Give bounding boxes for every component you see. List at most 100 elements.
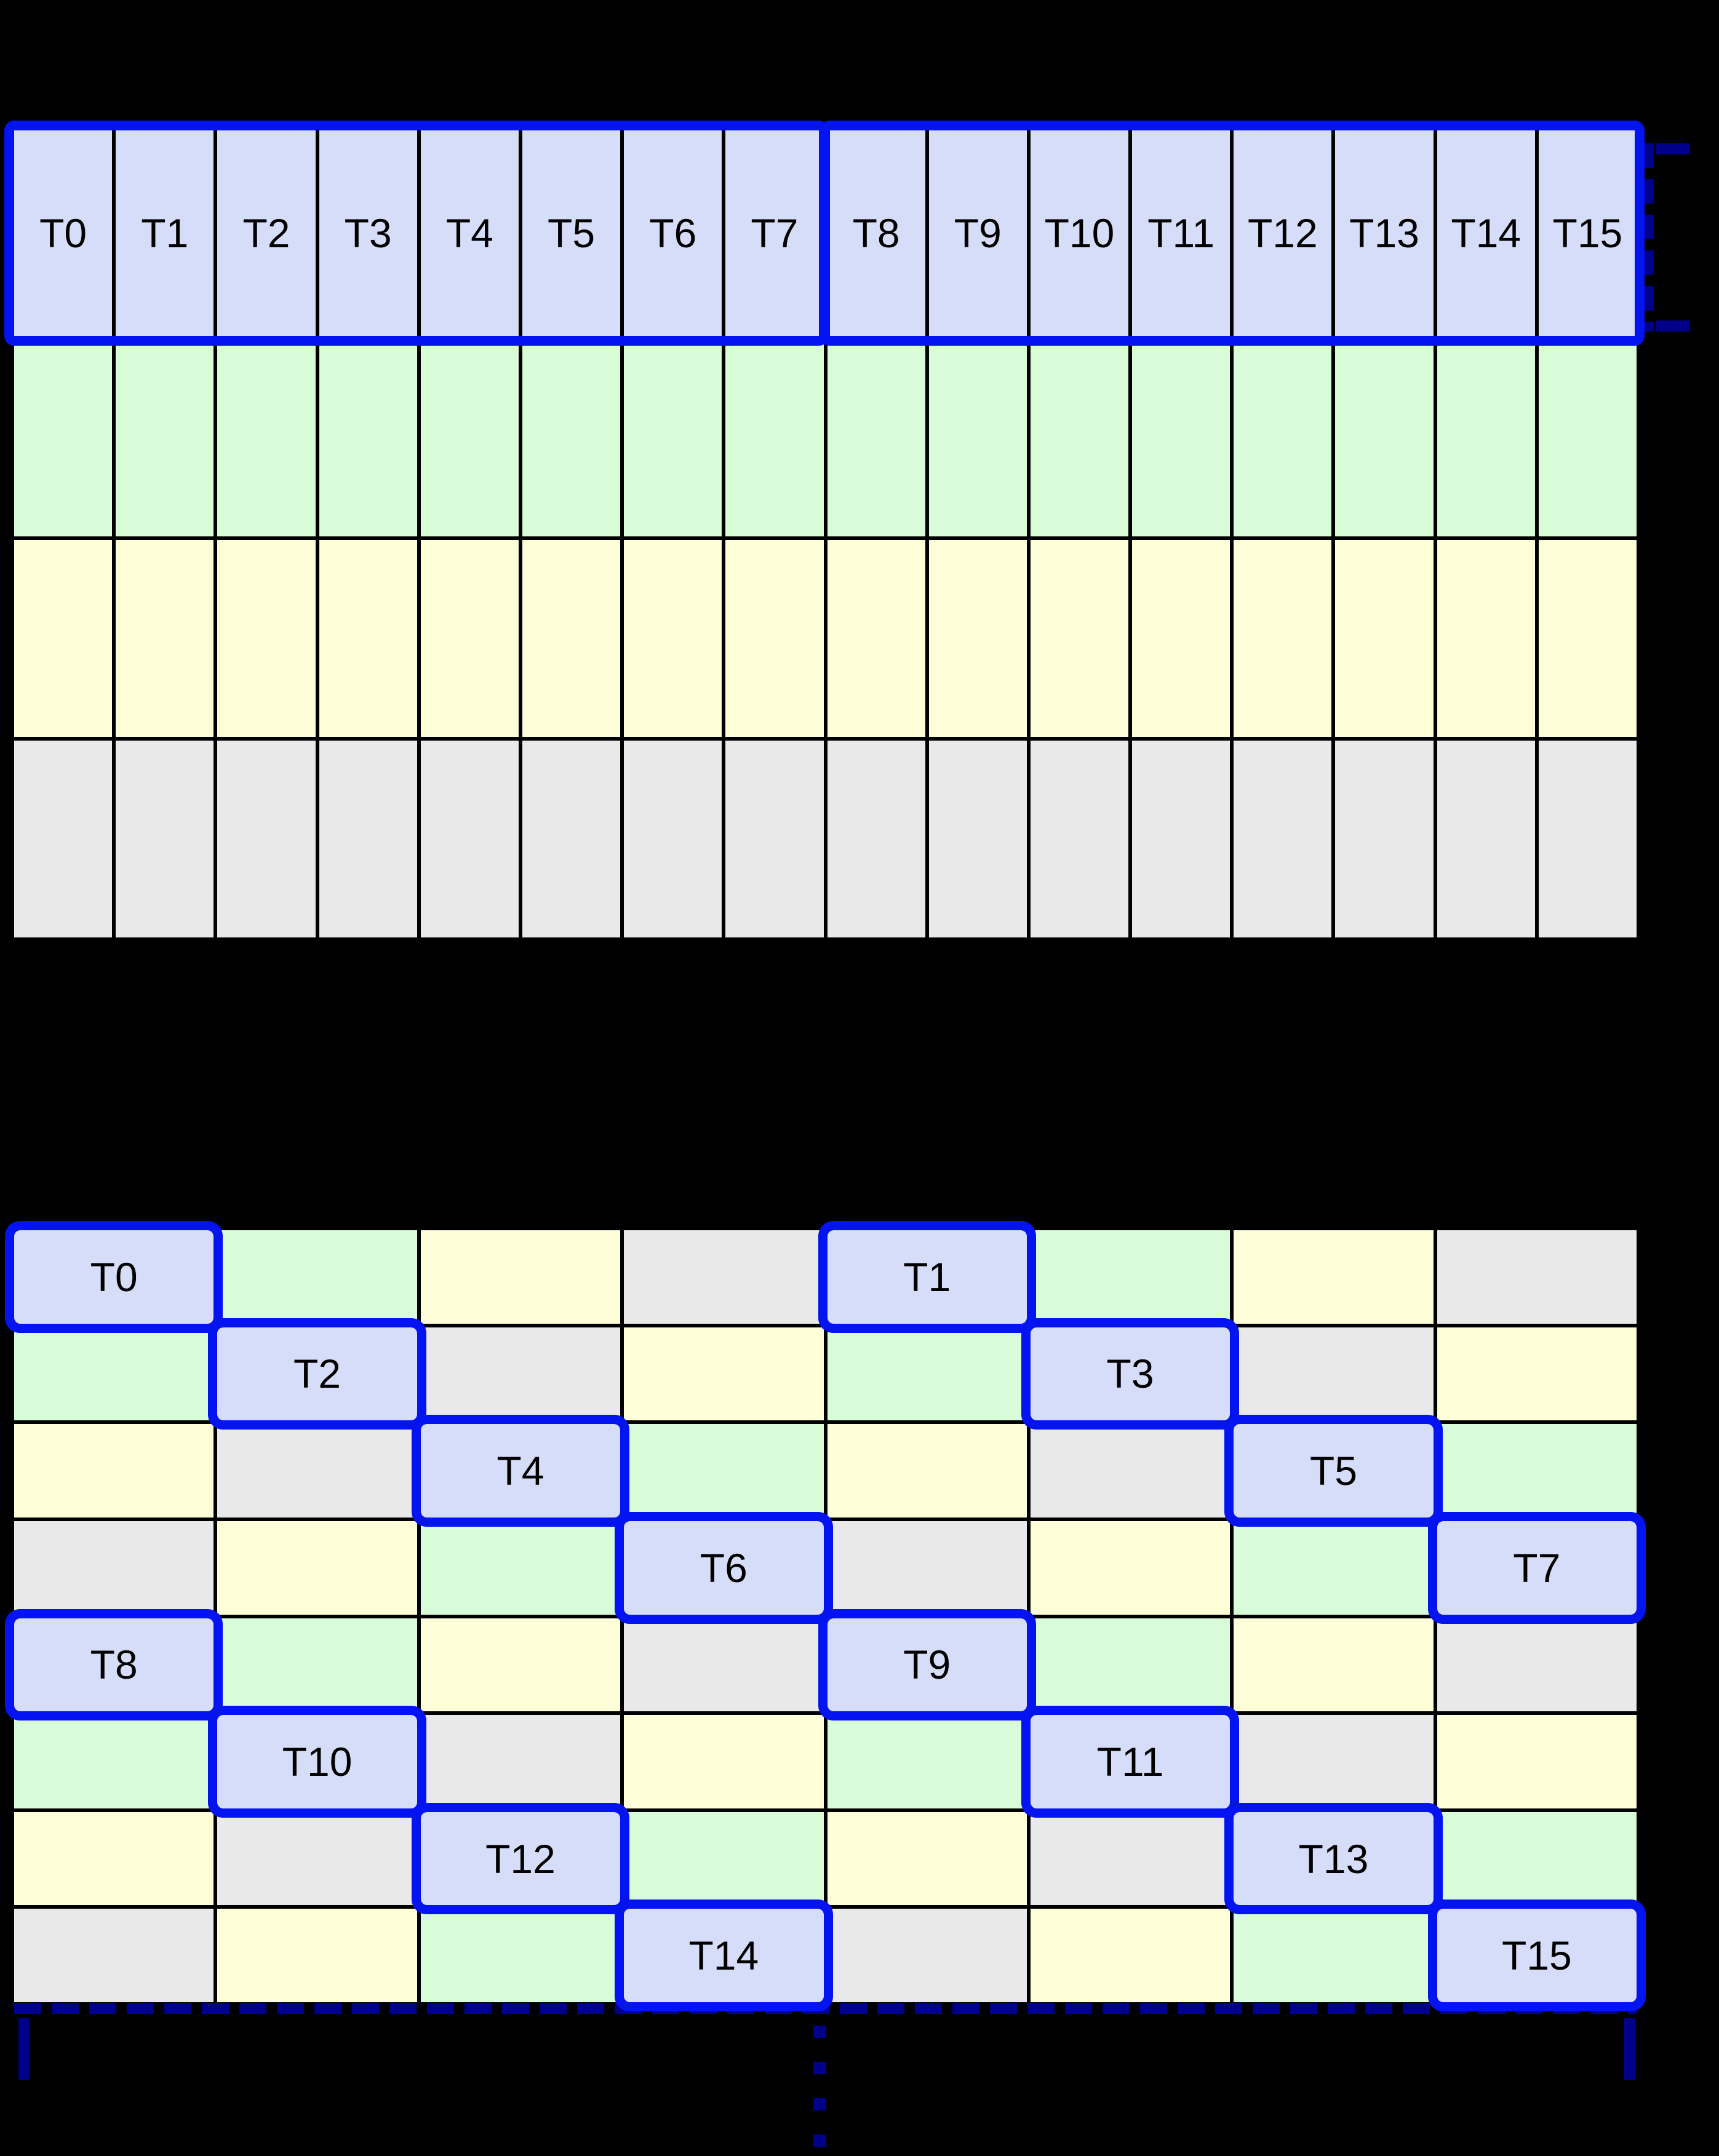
grid-cell	[1030, 1618, 1230, 1712]
grid-cell	[1234, 1327, 1434, 1421]
thread-cell-T8: T8	[14, 1618, 214, 1712]
grid-cell	[827, 540, 925, 737]
grid-cell	[522, 540, 621, 737]
grid-cell	[319, 340, 417, 536]
grid-cell	[420, 1715, 621, 1808]
grid-cell	[1437, 1424, 1637, 1518]
grid-cell	[319, 540, 417, 737]
grid-cell	[1030, 1909, 1230, 2002]
thread-cell-T1: T1	[116, 130, 214, 336]
ellipsis-dot	[813, 2062, 826, 2074]
grid-cell	[116, 741, 214, 937]
thread-cell-T14: T14	[624, 1909, 824, 2002]
thread-cell-T6: T6	[624, 1521, 824, 1615]
thread-cell-T14: T14	[1437, 130, 1535, 336]
grid-cell	[522, 741, 621, 937]
thread-cell-T10: T10	[217, 1715, 417, 1808]
grid-cell	[217, 1909, 417, 2002]
grid-cell	[1234, 1521, 1434, 1615]
swizzled-thread-grid: T0 T1 T2 T3 T4 T5 T6 T7 T8 T9 T10 T11 T12 T13 T14 T15	[14, 1230, 1637, 2002]
thread-cell-T0: T0	[14, 1230, 214, 1324]
thread-cell-T5: T5	[1234, 1424, 1434, 1518]
thread-cell-T10: T10	[1030, 130, 1129, 336]
grid-cell	[420, 340, 519, 536]
thread-cell-T9: T9	[827, 1618, 1027, 1712]
ellipsis-dot	[813, 2026, 826, 2038]
grid-cell	[928, 741, 1027, 937]
grid-cell	[1335, 340, 1434, 536]
thread-cell-T1: T1	[827, 1230, 1027, 1324]
grid-cell	[928, 340, 1027, 536]
grid-cell	[725, 741, 824, 937]
grid-cell	[624, 340, 722, 536]
grid-cell	[725, 340, 824, 536]
grid-cell	[14, 1715, 214, 1808]
grid-cell	[319, 741, 417, 937]
bottom-bracket-right-cap	[1624, 2018, 1635, 2080]
thread-cell-T12: T12	[420, 1812, 621, 1906]
thread-cell-T6: T6	[624, 130, 722, 336]
grid-cell	[1234, 1618, 1434, 1712]
grid-cell	[1437, 1715, 1637, 1808]
bottom-bracket-left-cap	[18, 2018, 30, 2080]
thread-cell-T15: T15	[1538, 130, 1637, 336]
thread-cell-T7: T7	[725, 130, 824, 336]
grid-cell	[1234, 340, 1332, 536]
grid-cell	[1437, 741, 1535, 937]
grid-cell	[1538, 340, 1637, 536]
grid-cell	[624, 741, 722, 937]
grid-cell	[1234, 1715, 1434, 1808]
grid-cell	[827, 1715, 1027, 1808]
grid-cell	[1437, 1327, 1637, 1421]
grid-cell	[624, 1424, 824, 1518]
grid-cell	[725, 540, 824, 737]
grid-cell	[420, 1909, 621, 2002]
right-bracket-line	[1643, 143, 1654, 332]
thread-cell-T13: T13	[1234, 1812, 1434, 1906]
grid-cell	[827, 1909, 1027, 2002]
grid-cell	[1234, 540, 1332, 737]
grid-cell	[1335, 741, 1434, 937]
thread-cell-T11: T11	[1030, 1715, 1230, 1808]
grid-cell	[217, 741, 316, 937]
grid-cell	[420, 1230, 621, 1324]
grid-cell	[1030, 540, 1129, 737]
grid-cell	[624, 540, 722, 737]
thread-cell-T5: T5	[522, 130, 621, 336]
thread-cell-T4: T4	[420, 130, 519, 336]
grid-cell	[827, 1812, 1027, 1906]
grid-cell	[624, 1812, 824, 1906]
grid-cell	[522, 340, 621, 536]
grid-cell	[1437, 1618, 1637, 1712]
grid-cell	[1030, 340, 1129, 536]
thread-cell-T11: T11	[1132, 130, 1230, 336]
grid-cell	[624, 1230, 824, 1324]
thread-cell-T8: T8	[827, 130, 925, 336]
grid-cell	[827, 741, 925, 937]
thread-cell-T4: T4	[420, 1424, 621, 1518]
thread-cell-T15: T15	[1437, 1909, 1637, 2002]
grid-cell	[217, 1618, 417, 1712]
thread-cell-T3: T3	[1030, 1327, 1230, 1421]
grid-cell	[1132, 540, 1230, 737]
grid-cell	[217, 1812, 417, 1906]
thread-cell-T3: T3	[319, 130, 417, 336]
grid-cell	[1030, 1521, 1230, 1615]
grid-cell	[1132, 741, 1230, 937]
grid-cell	[116, 340, 214, 536]
grid-cell	[1437, 340, 1535, 536]
grid-cell	[420, 1521, 621, 1615]
grid-cell	[827, 1327, 1027, 1421]
thread-cell-T2: T2	[217, 130, 316, 336]
grid-cell	[1030, 1230, 1230, 1324]
grid-cell	[217, 540, 316, 737]
grid-cell	[1030, 1424, 1230, 1518]
grid-cell	[14, 1812, 214, 1906]
grid-cell	[217, 1424, 417, 1518]
grid-cell	[1234, 1230, 1434, 1324]
grid-cell	[1437, 1812, 1637, 1906]
grid-cell	[1234, 741, 1332, 937]
thread-cell-T2: T2	[217, 1327, 417, 1421]
grid-cell	[827, 1424, 1027, 1518]
right-bracket-top-arm	[1656, 143, 1689, 154]
